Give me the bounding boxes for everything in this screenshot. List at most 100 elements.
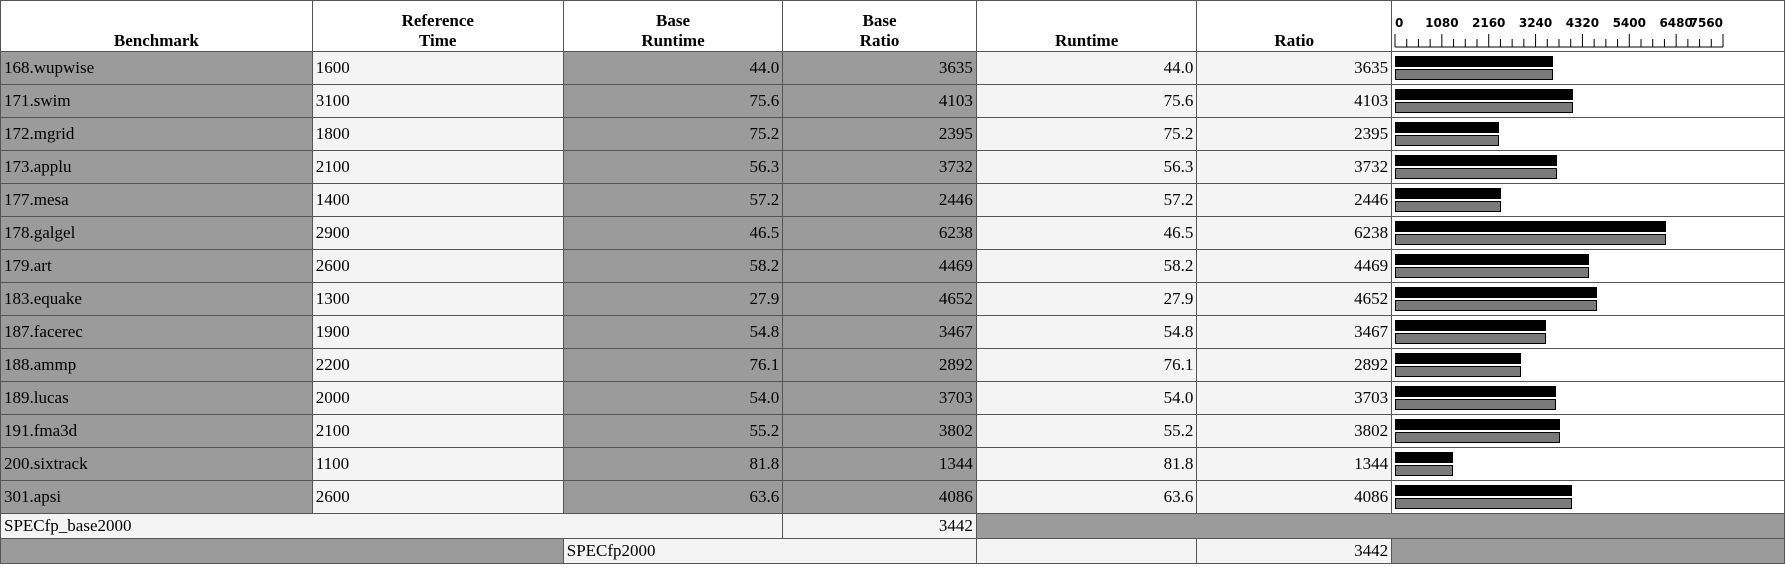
reference-time-cell: 1600 bbox=[311, 51, 564, 85]
base-summary-filler bbox=[975, 513, 1785, 539]
runtime-cell: 75.6 bbox=[975, 84, 1198, 118]
base-runtime-cell: 76.1 bbox=[562, 348, 784, 382]
base-runtime-cell: 27.9 bbox=[562, 282, 784, 316]
ratio-cell: 2395 bbox=[1196, 117, 1393, 151]
peak-summary-spacer bbox=[975, 538, 1198, 564]
summary-row-base: SPECfp_base2000 3442 bbox=[0, 513, 1785, 539]
base-ratio-cell: 4652 bbox=[782, 282, 977, 316]
ratio-bar-cell bbox=[1391, 414, 1785, 448]
runtime-cell: 57.2 bbox=[975, 183, 1198, 217]
base-runtime-cell: 58.2 bbox=[562, 249, 784, 283]
base-ratio-bar bbox=[1395, 498, 1573, 509]
ratio-cell: 2446 bbox=[1196, 183, 1393, 217]
base-ratio-bar bbox=[1395, 333, 1546, 344]
base-runtime-cell: 54.8 bbox=[562, 315, 784, 349]
runtime-cell: 44.0 bbox=[975, 51, 1198, 85]
scale-tick-label: 7560 bbox=[1690, 16, 1723, 30]
peak-summary-value: 3442 bbox=[1196, 538, 1393, 564]
reference-time-cell: 1800 bbox=[311, 117, 564, 151]
peak-summary-filler-right bbox=[1391, 538, 1785, 564]
ratio-bar-cell bbox=[1391, 282, 1785, 316]
ratio-cell: 4652 bbox=[1196, 282, 1393, 316]
table-row: 189.lucas 2000 54.0 3703 54.0 3703 bbox=[0, 381, 1785, 415]
base-runtime-cell: 75.2 bbox=[562, 117, 784, 151]
runtime-cell: 81.8 bbox=[975, 447, 1198, 481]
table-row: 191.fma3d 2100 55.2 3802 55.2 3802 bbox=[0, 414, 1785, 448]
ratio-cell: 3802 bbox=[1196, 414, 1393, 448]
table-row: 301.apsi 2600 63.6 4086 63.6 4086 bbox=[0, 480, 1785, 514]
runtime-cell: 56.3 bbox=[975, 150, 1198, 184]
peak-ratio-bar bbox=[1395, 452, 1454, 463]
ratio-bar-cell bbox=[1391, 315, 1785, 349]
peak-ratio-bar bbox=[1395, 419, 1561, 430]
base-ratio-bar bbox=[1395, 300, 1597, 311]
base-ratio-bar bbox=[1395, 168, 1558, 179]
benchmark-name-cell: 187.facerec bbox=[0, 315, 313, 349]
scale-tick-label: 0 bbox=[1395, 16, 1403, 30]
reference-time-cell: 2100 bbox=[311, 414, 564, 448]
table-row: 183.equake 1300 27.9 4652 27.9 4652 bbox=[0, 282, 1785, 316]
reference-time-cell: 1400 bbox=[311, 183, 564, 217]
table-row: 172.mgrid 1800 75.2 2395 75.2 2395 bbox=[0, 117, 1785, 151]
base-runtime-cell: 46.5 bbox=[562, 216, 784, 250]
benchmark-name-cell: 200.sixtrack bbox=[0, 447, 313, 481]
scale-tick-label: 2160 bbox=[1472, 16, 1505, 30]
benchmark-name-cell: 172.mgrid bbox=[0, 117, 313, 151]
base-ratio-cell: 2395 bbox=[782, 117, 977, 151]
runtime-cell: 55.2 bbox=[975, 414, 1198, 448]
benchmark-name-cell: 168.wupwise bbox=[0, 51, 313, 85]
base-runtime-cell: 57.2 bbox=[562, 183, 784, 217]
ratio-cell: 3467 bbox=[1196, 315, 1393, 349]
peak-ratio-bar bbox=[1395, 122, 1500, 133]
ratio-cell: 2892 bbox=[1196, 348, 1393, 382]
runtime-cell: 54.0 bbox=[975, 381, 1198, 415]
base-ratio-bar bbox=[1395, 432, 1561, 443]
peak-summary-label: SPECfp2000 bbox=[562, 538, 977, 564]
summary-row-peak: SPECfp2000 3442 bbox=[0, 538, 1785, 564]
table-row: 168.wupwise 1600 44.0 3635 44.0 3635 bbox=[0, 51, 1785, 85]
benchmark-name-cell: 171.swim bbox=[0, 84, 313, 118]
peak-ratio-bar bbox=[1395, 386, 1556, 397]
ratio-bar-cell bbox=[1391, 183, 1785, 217]
peak-ratio-bar bbox=[1395, 221, 1666, 232]
peak-ratio-bar bbox=[1395, 254, 1590, 265]
table-row: 171.swim 3100 75.6 4103 75.6 4103 bbox=[0, 84, 1785, 118]
peak-ratio-bar bbox=[1395, 320, 1546, 331]
benchmark-name-cell: 178.galgel bbox=[0, 216, 313, 250]
peak-summary-filler-left bbox=[0, 538, 564, 564]
benchmark-name-cell: 177.mesa bbox=[0, 183, 313, 217]
ratio-cell: 3732 bbox=[1196, 150, 1393, 184]
table-row: 188.ammp 2200 76.1 2892 76.1 2892 bbox=[0, 348, 1785, 382]
ratio-bar-cell bbox=[1391, 84, 1785, 118]
col-header-runtime: Runtime bbox=[975, 0, 1198, 52]
col-header-base-runtime: Base Runtime bbox=[562, 0, 784, 52]
base-summary-value: 3442 bbox=[782, 513, 977, 539]
reference-time-cell: 2900 bbox=[311, 216, 564, 250]
runtime-cell: 58.2 bbox=[975, 249, 1198, 283]
table-row: 179.art 2600 58.2 4469 58.2 4469 bbox=[0, 249, 1785, 283]
base-runtime-cell: 55.2 bbox=[562, 414, 784, 448]
scale-tick-label: 5400 bbox=[1613, 16, 1646, 30]
runtime-cell: 63.6 bbox=[975, 480, 1198, 514]
benchmark-name-cell: 188.ammp bbox=[0, 348, 313, 382]
ratio-bar-cell bbox=[1391, 348, 1785, 382]
runtime-cell: 75.2 bbox=[975, 117, 1198, 151]
ratio-cell: 4469 bbox=[1196, 249, 1393, 283]
ratio-cell: 1344 bbox=[1196, 447, 1393, 481]
benchmark-name-cell: 191.fma3d bbox=[0, 414, 313, 448]
table-row: 200.sixtrack 1100 81.8 1344 81.8 1344 bbox=[0, 447, 1785, 481]
runtime-cell: 76.1 bbox=[975, 348, 1198, 382]
header-row: Benchmark Reference Time Base Runtime Base… bbox=[0, 0, 1785, 52]
scale-tick-label: 4320 bbox=[1566, 16, 1599, 30]
table-row: 173.applu 2100 56.3 3732 56.3 3732 bbox=[0, 150, 1785, 184]
base-ratio-bar bbox=[1395, 102, 1574, 113]
table-row: 177.mesa 1400 57.2 2446 57.2 2446 bbox=[0, 183, 1785, 217]
reference-time-cell: 1300 bbox=[311, 282, 564, 316]
ratio-cell: 3703 bbox=[1196, 381, 1393, 415]
ratio-cell: 3635 bbox=[1196, 51, 1393, 85]
scale-tick-label: 6480 bbox=[1660, 16, 1693, 30]
ratio-cell: 6238 bbox=[1196, 216, 1393, 250]
ratio-cell: 4103 bbox=[1196, 84, 1393, 118]
